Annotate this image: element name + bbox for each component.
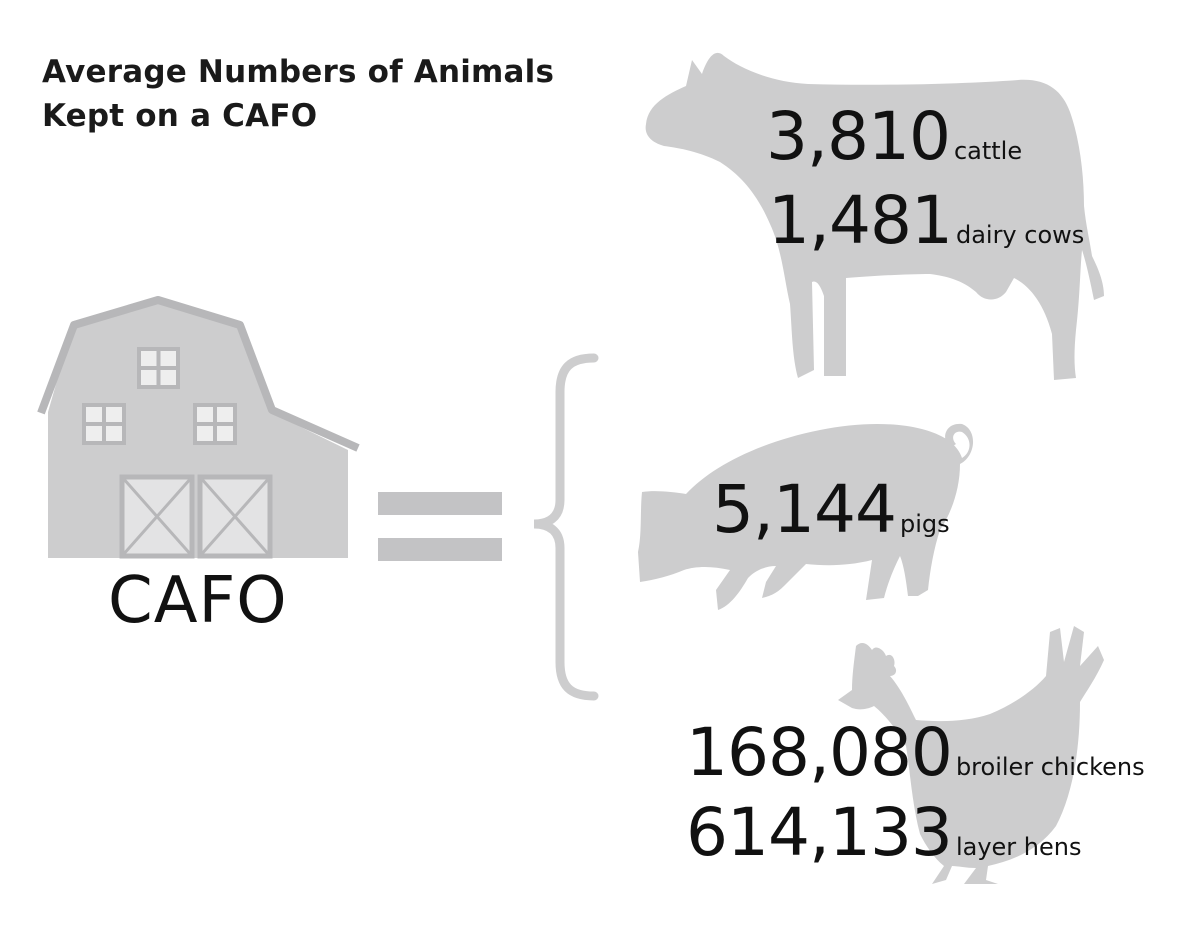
stat-cattle-value: 3,810 — [766, 98, 951, 175]
stat-layer-hens: 614,133 layer hens — [686, 800, 1081, 866]
stat-layer-hens-value: 614,133 — [686, 794, 953, 871]
stat-pigs: 5,144 pigs — [712, 477, 950, 543]
stat-broiler-chickens-value: 168,080 — [686, 714, 953, 791]
left-curly-brace-icon — [533, 353, 599, 701]
stat-dairy-cows-unit: dairy cows — [955, 221, 1085, 249]
title-line-2: Kept on a CAFO — [42, 98, 318, 134]
cow-icon — [645, 52, 1104, 381]
stat-cattle-unit: cattle — [953, 137, 1023, 165]
stat-dairy-cows-value: 1,481 — [768, 182, 953, 259]
stat-pigs-unit: pigs — [899, 510, 950, 538]
equals-icon — [378, 492, 502, 561]
cafo-label: CAFO — [108, 564, 288, 638]
chicken-icon — [838, 626, 1104, 884]
stat-cattle: 3,810 cattle — [766, 104, 1022, 170]
stat-pigs-value: 5,144 — [712, 471, 897, 548]
stat-dairy-cows: 1,481 dairy cows — [768, 188, 1084, 254]
stat-broiler-chickens: 168,080 broiler chickens — [686, 720, 1145, 786]
stat-broiler-chickens-unit: broiler chickens — [955, 753, 1145, 781]
stat-layer-hens-unit: layer hens — [955, 833, 1082, 861]
title-line-1: Average Numbers of Animals — [42, 54, 555, 90]
pig-icon — [638, 423, 974, 610]
page-title: Average Numbers of Animals Kept on a CAF… — [42, 50, 554, 138]
barn-icon — [37, 296, 360, 559]
